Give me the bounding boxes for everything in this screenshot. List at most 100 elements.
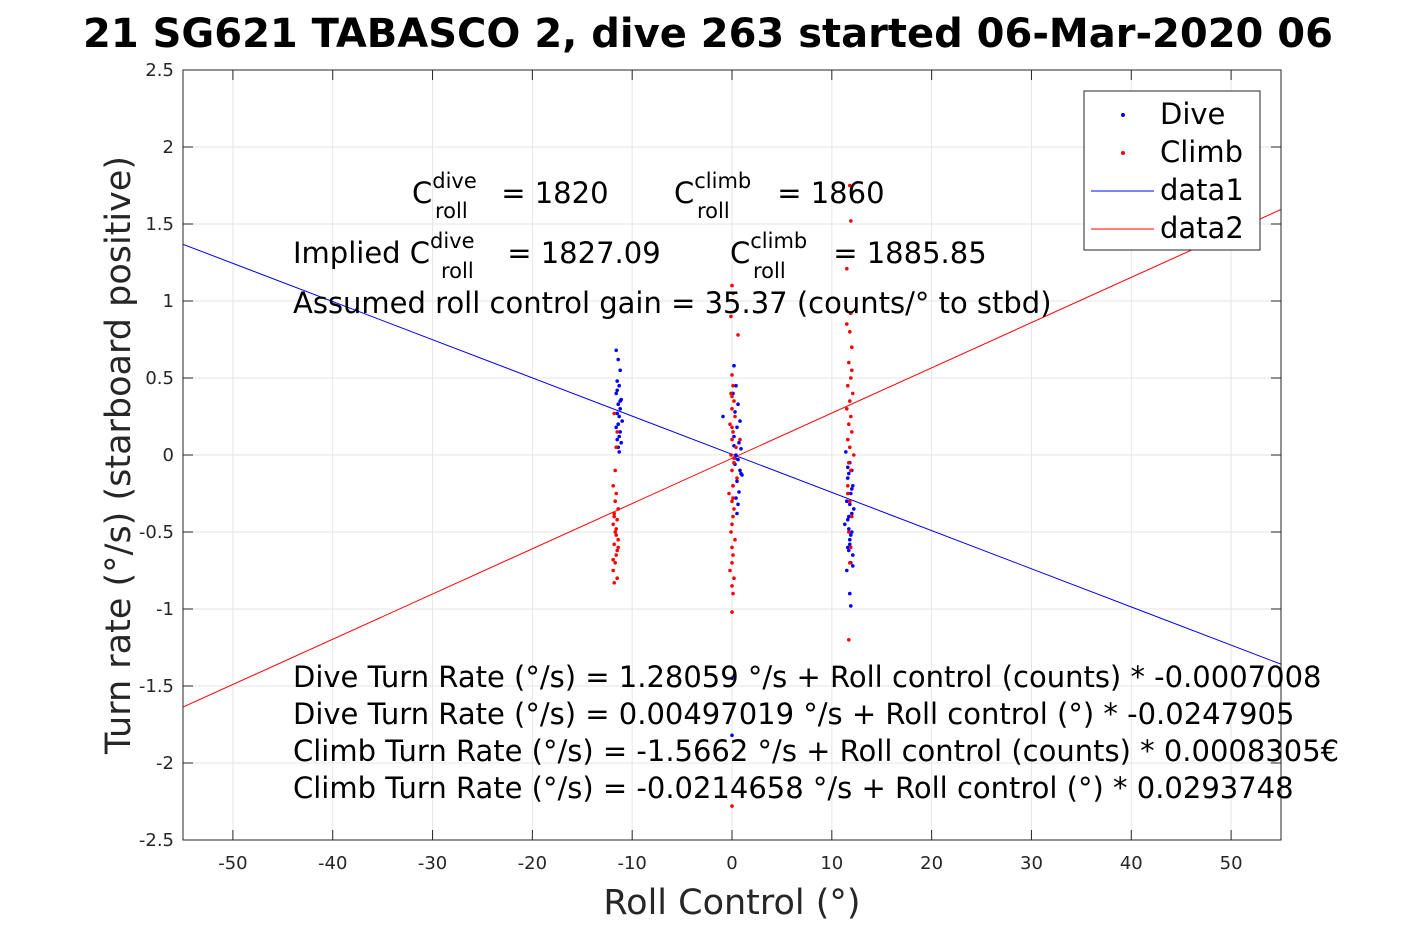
point-climb [730,584,734,588]
point-dive [735,425,739,430]
point-climb [612,511,616,516]
point-climb [730,407,734,411]
point-dive [846,465,850,470]
point-climb [732,507,736,511]
y-axis-label: Turn rate (°/s) (starboard positive) [99,156,139,755]
point-climb [730,437,734,442]
point-climb [848,183,852,188]
point-climb [612,411,616,416]
x-tick-label: -40 [318,853,347,874]
x-tick-label: -50 [218,853,247,874]
point-climb [611,557,615,562]
point-dive [734,496,738,500]
point-climb [730,468,734,473]
point-climb [614,533,618,537]
point-climb [730,522,734,527]
legend-dive-marker [1121,113,1125,117]
legend: Dive Climb data1 data2 [1083,90,1261,251]
point-dive [618,407,622,411]
x-tick-label: 20 [920,853,943,874]
point-dive [738,419,742,423]
point-climb [847,360,851,365]
x-tick-label: 0 [726,853,737,874]
plot-frame [182,69,1282,841]
point-climb [727,491,731,496]
point-climb [612,542,616,547]
point-dive [739,471,743,476]
point-climb [849,311,853,316]
point-dive [736,402,740,407]
point-climb [847,530,851,534]
y-tick-label: 1 [163,291,174,312]
point-dive [845,499,849,504]
y-tick-label: -0.5 [139,522,174,543]
point-climb [732,576,736,580]
annotation-eq1: Dive Turn Rate (°/s) = 1.28059 °/s + Rol… [293,660,1321,694]
point-dive [618,399,622,403]
point-climb [615,430,619,434]
legend-box [1083,90,1261,251]
point-climb [735,476,739,480]
point-climb [851,391,855,396]
point-dive [617,434,621,439]
y-tick-label: 2 [163,137,174,158]
x-axis-label: Roll Control (°) [603,883,860,923]
point-dive [615,411,619,416]
point-climb [846,491,850,496]
data-points [611,183,856,808]
point-climb [849,376,853,380]
point-climb [732,456,736,460]
fit-line-data2 [183,209,1281,708]
point-dive [736,457,740,462]
point-climb [847,638,851,642]
point-dive [847,471,851,476]
point-climb [849,414,853,419]
x-tick-label: 30 [1020,853,1043,874]
point-climb [613,499,617,504]
legend-data2-label: data2 [1160,211,1244,245]
point-dive [737,490,741,494]
annotation-eq4: Climb Turn Rate (°/s) = -0.0214658 °/s +… [293,771,1294,805]
annotation-eq2: Dive Turn Rate (°/s) = 0.00497019 °/s + … [293,697,1294,731]
point-climb [730,283,734,288]
point-climb [848,445,852,450]
point-climb [850,368,854,373]
point-dive [615,437,619,442]
legend-climb-label: Climb [1160,135,1243,169]
point-dive [848,542,852,547]
point-climb [846,383,850,388]
point-climb [848,561,852,565]
annotation-eq3: Climb Turn Rate (°/s) = -1.5662 °/s + Ro… [293,734,1339,768]
point-climb [848,499,852,504]
point-dive [615,388,619,393]
point-dive [851,553,855,557]
point-climb [730,499,734,504]
point-dive [721,414,725,419]
point-climb [733,537,737,542]
point-dive [848,537,852,542]
point-climb [614,445,618,450]
point-dive [849,604,853,608]
point-climb [729,453,733,457]
point-dive [849,491,853,496]
point-climb [731,291,735,296]
point-dive [846,476,850,480]
point-climb [734,445,738,450]
point-climb [850,345,854,350]
chart-title: 21 SG621 TABASCO 2, dive 263 started 06-… [83,11,1333,57]
point-dive [738,468,742,473]
point-dive [844,450,848,454]
point-dive [848,502,852,507]
point-dive [618,430,622,434]
x-tick-label: 50 [1220,853,1243,874]
point-climb [615,576,619,580]
y-tick-label: 0 [163,445,174,466]
x-tick-label: -30 [418,853,447,874]
point-climb [615,517,619,522]
point-climb [613,468,617,473]
point-climb [614,527,618,531]
point-dive [847,548,851,553]
point-dive [620,419,624,423]
point-dive [732,434,736,439]
point-dive [737,440,741,445]
